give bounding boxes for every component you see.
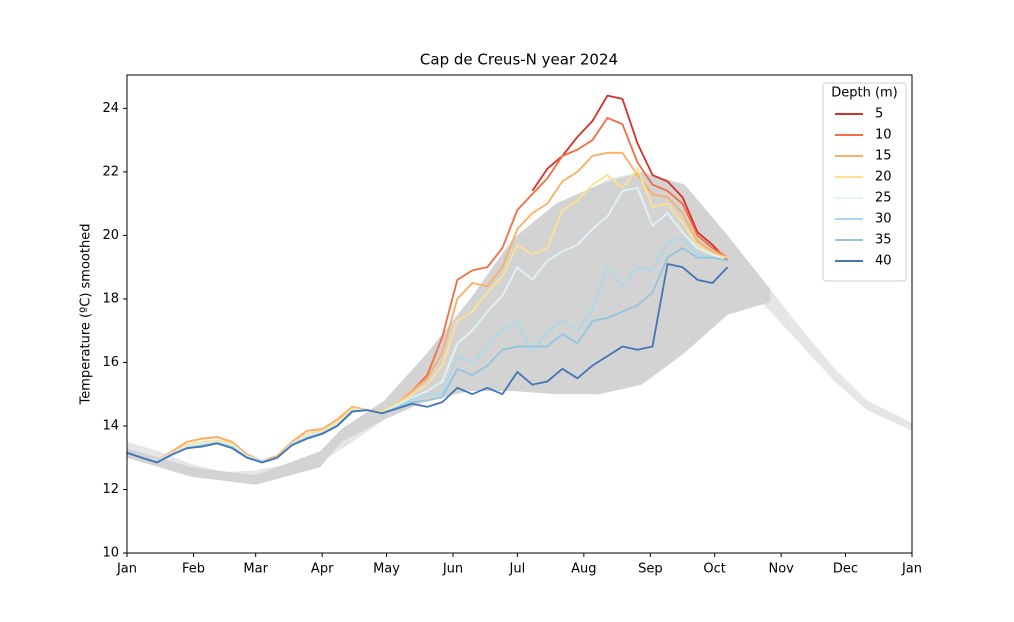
legend-label: 35 [875, 233, 892, 248]
legend-label: 15 [875, 149, 892, 164]
legend-label: 5 [875, 107, 883, 122]
x-tick-label: Jun [442, 562, 463, 577]
y-tick-label: 14 [102, 418, 119, 433]
y-tick-label: 12 [102, 482, 119, 497]
legend-label: 20 [875, 170, 892, 185]
x-tick-label: Aug [571, 562, 596, 577]
series-line [126, 167, 728, 462]
series-line [126, 151, 728, 462]
legend-label: 10 [875, 128, 892, 143]
legend-label: 25 [875, 191, 892, 206]
legend-label: 30 [875, 212, 892, 227]
series-line [531, 94, 729, 262]
x-tick-label: Apr [311, 562, 334, 577]
x-tick-label: Sep [638, 562, 663, 577]
x-tick-label: Dec [833, 562, 858, 577]
chart-title: Cap de Creus-N year 2024 [420, 51, 618, 69]
y-tick-label: 18 [102, 291, 119, 306]
x-tick-label: Jan [116, 562, 137, 577]
legend-label: 40 [875, 254, 892, 269]
y-axis-label: Temperature (ºC) smoothed [79, 224, 94, 406]
y-tick-label: 22 [102, 164, 119, 179]
series-line [126, 186, 728, 462]
x-tick-label: Oct [703, 562, 725, 577]
x-tick-label: Mar [243, 562, 268, 577]
y-tick-label: 20 [102, 228, 119, 243]
x-tick-label: Nov [768, 562, 794, 577]
legend-box [822, 82, 907, 282]
x-tick-label: Jan [901, 562, 922, 577]
legend-title: Depth (m) [831, 86, 898, 101]
y-tick-label: 24 [102, 101, 119, 116]
x-tick-label: May [373, 562, 400, 577]
y-tick-label: 10 [102, 546, 119, 561]
series-line [126, 263, 729, 464]
plot-frame [126, 74, 913, 554]
y-tick-label: 16 [102, 355, 119, 370]
x-tick-label: Feb [182, 562, 205, 577]
x-tick-label: Jul [509, 562, 526, 577]
